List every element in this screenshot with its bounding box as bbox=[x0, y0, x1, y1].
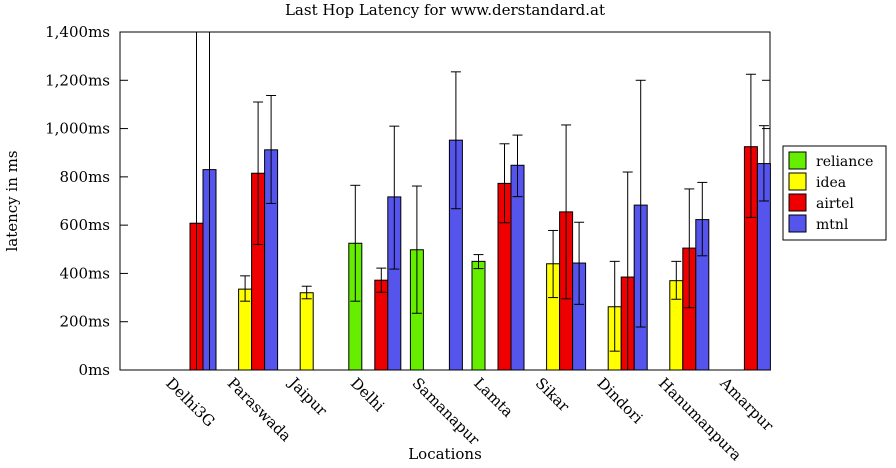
y-tick-label: 800ms bbox=[59, 168, 110, 186]
x-tick-label: Delhi3G bbox=[162, 374, 218, 430]
legend-swatch-mtnl bbox=[788, 214, 807, 233]
legend-label-reliance: reliance bbox=[816, 154, 873, 170]
legend-swatch-idea bbox=[788, 172, 807, 191]
y-tick-label: 200ms bbox=[59, 313, 110, 331]
x-tick-label: Amarpur bbox=[716, 373, 778, 435]
x-axis-label: Locations bbox=[408, 445, 482, 463]
legend-swatch-airtel bbox=[788, 193, 807, 212]
y-axis-label: latency in ms bbox=[3, 150, 21, 251]
error-bars bbox=[196, 32, 769, 370]
x-tick-label: Dindori bbox=[593, 374, 646, 427]
legend-label-airtel: airtel bbox=[816, 196, 854, 212]
y-tick-label: 1,000ms bbox=[45, 120, 110, 138]
x-tick-label: Sikar bbox=[532, 374, 574, 416]
legend-label-mtnl: mtnl bbox=[816, 217, 849, 233]
y-tick-label: 0ms bbox=[79, 361, 110, 379]
y-axis: 0ms 200ms 400ms 600ms 800ms 1,000ms 1,200ms 1,4… bbox=[45, 23, 770, 379]
chart-title: Last Hop Latency for www.derstandard.at bbox=[285, 1, 605, 19]
bar-reliance bbox=[471, 260, 486, 371]
y-tick-label: 400ms bbox=[59, 264, 110, 282]
x-tick-label: Jaipur bbox=[284, 373, 331, 420]
legend-swatch-reliance bbox=[788, 151, 807, 170]
bar-idea bbox=[299, 292, 314, 371]
x-tick-label: Delhi bbox=[347, 374, 388, 415]
x-tick-label: Paraswada bbox=[224, 374, 295, 445]
y-tick-label: 600ms bbox=[59, 216, 110, 234]
legend: reliance idea airtel mtnl bbox=[782, 145, 887, 241]
bar-airtel bbox=[374, 279, 389, 371]
y-tick-label: 1,200ms bbox=[45, 71, 110, 89]
legend-label-idea: idea bbox=[816, 175, 846, 191]
y-tick-label: 1,400ms bbox=[45, 23, 110, 41]
x-tick-label: Lamta bbox=[470, 374, 517, 421]
